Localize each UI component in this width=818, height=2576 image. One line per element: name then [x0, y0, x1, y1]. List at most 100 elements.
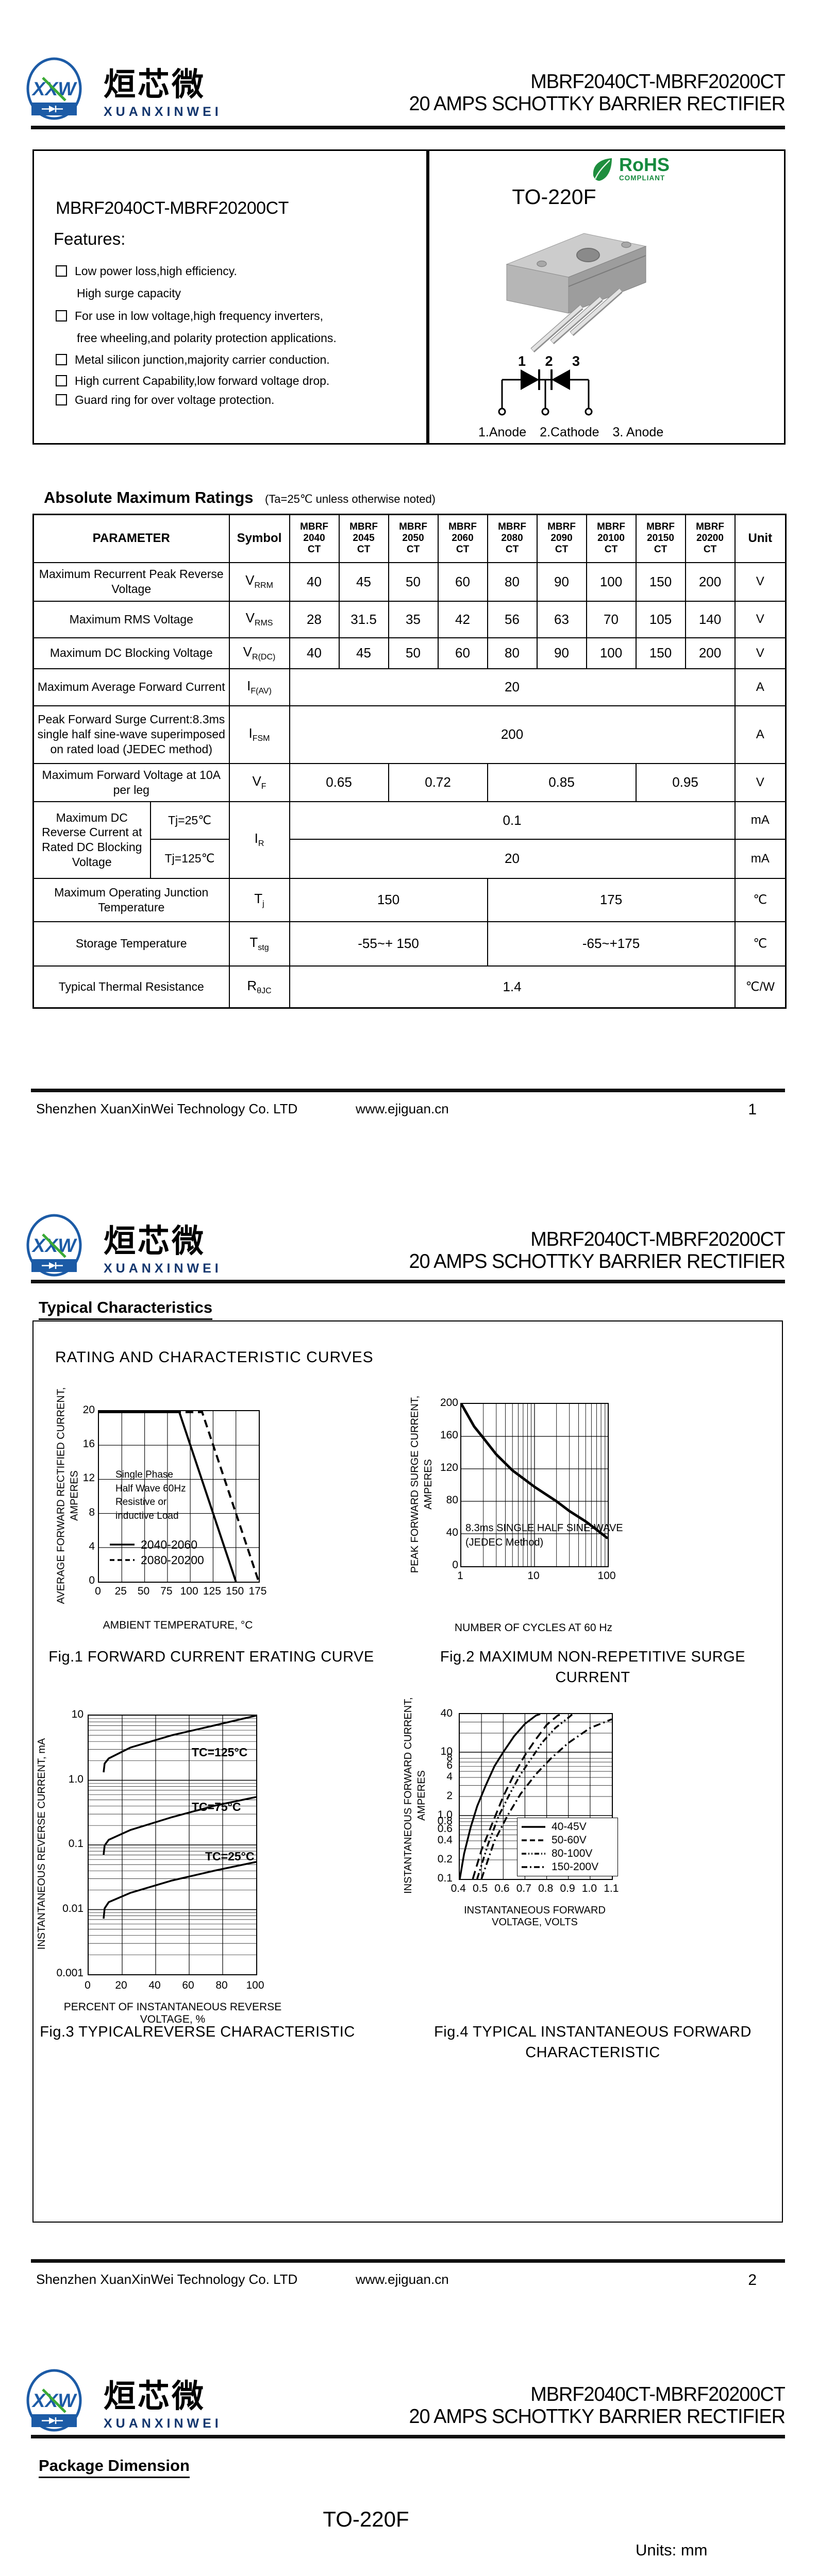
typical-characteristics-heading: Typical Characteristics — [39, 1298, 213, 1320]
company-logo: XXW 烜芯微 XUANXINWEI — [13, 57, 229, 121]
amr-row-ifsm: Peak Forward Surge Current:8.3ms single … — [32, 705, 787, 764]
col-model: MBRF 20200 CT — [685, 514, 736, 563]
checkbox-icon — [56, 265, 67, 277]
fig1-caption: Fig.1 FORWARD CURRENT ERATING CURVE — [48, 1649, 374, 1665]
checkbox-icon — [56, 394, 67, 405]
fig4-curve-80-100v — [476, 1714, 574, 1879]
dash-dot-line-icon — [522, 1866, 545, 1868]
col-model: MBRF 2045 CT — [338, 514, 389, 563]
fig3-label-tc25: TC=25°C — [205, 1850, 255, 1863]
fig2-y-ticks: 200 160 120 80 40 0 — [440, 1397, 458, 1571]
package-name: TO-220F — [512, 185, 596, 209]
fig2-x-ticks: 1 10 100 — [457, 1570, 616, 1582]
solid-line-icon — [522, 1826, 545, 1828]
amr-heading: Absolute Maximum Ratings — [44, 488, 254, 506]
curves-panel — [32, 1320, 783, 2223]
amr-row-rthjc: Typical Thermal Resistance RθJC 1.4 ℃/W — [32, 965, 787, 1009]
col-model: MBRF 2040 CT — [289, 514, 340, 563]
feature-item: Guard ring for over voltage protection. — [56, 391, 274, 409]
col-unit: Unit — [734, 514, 787, 563]
part-range-title: MBRF2040CT-MBRF20200CT — [56, 198, 289, 218]
fig3-plot — [88, 1715, 257, 1975]
amr-row-vrms: Maximum RMS Voltage VRMS 28 31.5 35 42 5… — [32, 600, 787, 638]
col-model: MBRF 2090 CT — [536, 514, 587, 563]
fig3-curve-125c — [103, 1716, 256, 1773]
doc-title-line1: MBRF2040CT-MBRF20200CT — [530, 1228, 786, 1250]
company-logo: XXW 烜芯微 XUANXINWEI — [13, 2368, 229, 2433]
doc-title-line2: 20 AMPS SCHOTTKY BARRIER RECTIFIER — [409, 1250, 786, 1273]
footer-rule — [31, 2259, 785, 2263]
fig4-plot — [459, 1713, 613, 1880]
doc-title-line2: 20 AMPS SCHOTTKY BARRIER RECTIFIER — [409, 92, 786, 115]
fig4-x-ticks: 0.4 0.5 0.6 0.7 0.8 0.9 1.0 1.1 — [450, 1883, 619, 1894]
amr-row-ifav: Maximum Average Forward Current IF(AV) 2… — [32, 668, 787, 706]
fig1-annotation: Single Phase Half Wave 60Hz Resistive or… — [115, 1469, 186, 1521]
feature-text: Metal silicon junction,majority carrier … — [75, 352, 330, 366]
fig1-legend: 2040-2060 2080-20200 — [110, 1537, 204, 1568]
feature-item: High current Capability,low forward volt… — [56, 372, 329, 389]
feature-item: High surge capacity — [60, 284, 181, 302]
brand-english: XUANXINWEI — [104, 1261, 222, 1276]
features-heading: Features: — [54, 229, 126, 248]
fig3-x-axis-label: PERCENT OF INSTANTANEOUS REVERSE VOLTAGE… — [63, 2001, 282, 2025]
doc-title-line1: MBRF2040CT-MBRF20200CT — [530, 2383, 786, 2405]
fig3-y-ticks: 10 1.0 0.1 0.01 0.001 — [56, 1708, 84, 1979]
package-dimension-heading: Package Dimension — [39, 2456, 190, 2478]
amr-row-tstg: Storage Temperature Tstg -55~+ 150 -65~+… — [32, 921, 787, 967]
feature-text: free wheeling,and polarity protection ap… — [77, 331, 337, 345]
pin-label-anode1: 1.Anode — [478, 425, 527, 439]
col-parameter: PARAMETER — [32, 514, 230, 563]
logo-mark-icon: XXW — [26, 1214, 82, 1276]
fig2-y-axis-label: PEAK FORWARD SURGE CURRENT, AMPERES — [409, 1395, 435, 1573]
page-number: 2 — [748, 2272, 757, 2289]
rohs-badge: RoHS COMPLIANT — [589, 155, 670, 183]
amr-heading-row: Absolute Maximum Ratings (Ta=25℃ unless … — [44, 488, 436, 507]
company-logo: XXW 烜芯微 XUANXINWEI — [13, 1213, 229, 1278]
fig3-x-ticks: 0 20 40 60 80 100 — [85, 1979, 264, 1991]
fig4-curve-40-45v — [460, 1714, 541, 1879]
col-model: MBRF 20150 CT — [635, 514, 686, 563]
col-model: MBRF 2080 CT — [487, 514, 538, 563]
rohs-leaf-icon — [593, 158, 612, 181]
fig1-x-ticks: 0 25 50 75 100 125 150 175 — [95, 1585, 267, 1597]
fig1-series-2080-20200 — [99, 1411, 259, 1582]
col-model: MBRF 2050 CT — [388, 514, 439, 563]
brand-chinese: 烜芯微 — [104, 2377, 206, 2415]
feature-item: For use in low voltage,high frequency in… — [56, 307, 323, 325]
footer-company: Shenzhen XuanXinWei Technology Co. LTD — [36, 1101, 298, 1116]
feature-item: Low power loss,high efficiency. — [56, 262, 237, 280]
amr-row-ir-125: Tj=125℃ 20 mA — [34, 838, 787, 879]
units-note: Units: mm — [636, 2541, 708, 2559]
logo-mark-icon: XXW — [26, 57, 82, 120]
amr-row-vrrm: Maximum Recurrent Peak Reverse Voltage V… — [32, 562, 787, 602]
fig4-curve-150-200v — [480, 1718, 612, 1879]
fig4-x-axis-label: INSTANTANEOUS FORWARD VOLTAGE, VOLTS — [464, 1905, 606, 1928]
amr-header-row: PARAMETER Symbol MBRF 2040 CT MBRF 2045 CT M… — [32, 514, 787, 563]
pin-numbers: 1 2 3 — [518, 353, 580, 369]
footer-rule — [31, 1089, 785, 1092]
fig3-label-tc75: TC=75°C — [192, 1800, 241, 1814]
checkbox-icon — [56, 310, 67, 321]
pin-number-3: 3 — [572, 353, 580, 369]
doc-title-line2: 20 AMPS SCHOTTKY BARRIER RECTIFIER — [409, 2405, 786, 2428]
package-panel: RoHS COMPLIANT TO-220F 1 2 3 — [426, 149, 786, 445]
amr-condition: (Ta=25℃ unless otherwise noted) — [264, 493, 436, 505]
header-rule — [31, 2435, 785, 2438]
footer-website: www.ejiguan.cn — [356, 1101, 449, 1116]
header-rule — [31, 1280, 785, 1283]
rohs-text: RoHS — [619, 154, 670, 176]
diode-schematic — [498, 369, 593, 416]
fig4-curve-50-60v — [472, 1714, 562, 1879]
pin-number-2: 2 — [545, 353, 553, 369]
fig2-annotation: 8.3ms SINGLE HALF SINE-WAVE (JEDEC Metho… — [465, 1522, 623, 1548]
fig3-caption: Fig.3 TYPICALREVERSE CHARACTERISTIC — [40, 2024, 355, 2040]
amr-row-vrdc: Maximum DC Blocking Voltage VR(DC) 40 45… — [32, 637, 787, 669]
doc-title: MBRF2040CT-MBRF20200CT 20 AMPS SCHOTTKY … — [409, 1228, 786, 1273]
fig1-plot — [98, 1410, 260, 1583]
fig4-y-axis-label: INSTANTANEOUS FORWARD CURRENT, AMPERES — [403, 1697, 427, 1894]
rohs-compliant-text: COMPLIANT — [619, 174, 665, 182]
fig4-caption-line1: Fig.4 TYPICAL INSTANTANEOUS FORWARD — [434, 2024, 752, 2040]
fig2-x-axis-label: NUMBER OF CYCLES AT 60 Hz — [454, 1622, 613, 1634]
pin-number-1: 1 — [518, 353, 526, 369]
